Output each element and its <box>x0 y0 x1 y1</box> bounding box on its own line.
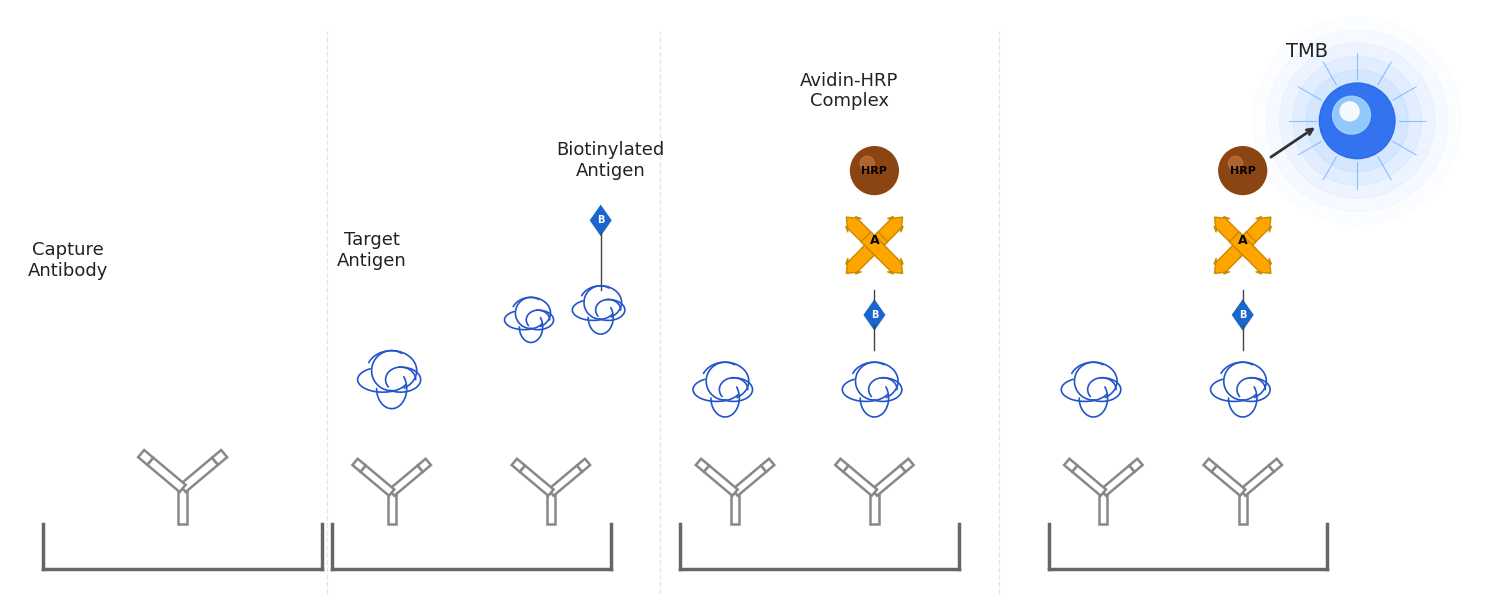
Polygon shape <box>871 466 906 496</box>
Text: B: B <box>597 215 604 226</box>
Polygon shape <box>861 232 903 274</box>
Polygon shape <box>836 459 849 472</box>
Bar <box>178 488 188 524</box>
Polygon shape <box>591 206 610 235</box>
Text: Capture
Antibody: Capture Antibody <box>28 241 108 280</box>
Bar <box>870 493 879 524</box>
Text: B: B <box>1239 310 1246 320</box>
Text: Target
Antigen: Target Antigen <box>338 231 406 269</box>
Polygon shape <box>846 217 888 259</box>
Polygon shape <box>1230 232 1272 274</box>
Polygon shape <box>1214 232 1255 274</box>
Polygon shape <box>1233 301 1252 329</box>
Polygon shape <box>846 232 888 274</box>
Polygon shape <box>1130 459 1143 472</box>
Circle shape <box>1293 56 1422 185</box>
Polygon shape <box>147 458 186 492</box>
Text: HRP: HRP <box>861 166 888 176</box>
Text: Biotinylated
Antigen: Biotinylated Antigen <box>556 141 664 180</box>
Polygon shape <box>760 459 774 472</box>
Polygon shape <box>1203 459 1216 472</box>
Text: A: A <box>870 234 879 247</box>
Text: HRP: HRP <box>1230 166 1256 176</box>
Polygon shape <box>578 459 590 472</box>
Polygon shape <box>1230 217 1272 259</box>
Polygon shape <box>861 217 903 259</box>
Circle shape <box>1340 102 1359 121</box>
Polygon shape <box>519 466 554 496</box>
Polygon shape <box>1212 466 1245 496</box>
Circle shape <box>859 156 874 170</box>
Circle shape <box>1306 70 1408 172</box>
Bar <box>548 493 555 524</box>
Polygon shape <box>417 459 430 472</box>
Polygon shape <box>900 459 914 472</box>
Polygon shape <box>360 466 394 496</box>
Bar <box>1239 493 1246 524</box>
Circle shape <box>850 147 898 194</box>
Circle shape <box>1332 96 1371 134</box>
Polygon shape <box>1072 466 1106 496</box>
Polygon shape <box>549 466 582 496</box>
Text: A: A <box>1238 234 1248 247</box>
Polygon shape <box>388 466 423 496</box>
Circle shape <box>1228 156 1242 170</box>
Polygon shape <box>352 459 366 472</box>
Circle shape <box>1220 147 1266 194</box>
Polygon shape <box>211 450 226 465</box>
Polygon shape <box>864 301 883 329</box>
Polygon shape <box>696 459 709 472</box>
Circle shape <box>1320 83 1395 158</box>
Polygon shape <box>1269 459 1282 472</box>
Polygon shape <box>138 450 153 465</box>
Polygon shape <box>1101 466 1134 496</box>
Polygon shape <box>180 458 218 492</box>
Text: B: B <box>870 310 877 320</box>
Bar <box>387 493 396 524</box>
Bar <box>730 493 740 524</box>
Polygon shape <box>843 466 878 496</box>
Polygon shape <box>1240 466 1274 496</box>
Polygon shape <box>1214 217 1255 259</box>
Bar <box>1100 493 1107 524</box>
Polygon shape <box>704 466 738 496</box>
Polygon shape <box>732 466 766 496</box>
Text: Avidin-HRP
Complex: Avidin-HRP Complex <box>801 71 898 110</box>
Text: TMB: TMB <box>1287 41 1329 61</box>
Polygon shape <box>512 459 525 472</box>
Polygon shape <box>1064 459 1077 472</box>
